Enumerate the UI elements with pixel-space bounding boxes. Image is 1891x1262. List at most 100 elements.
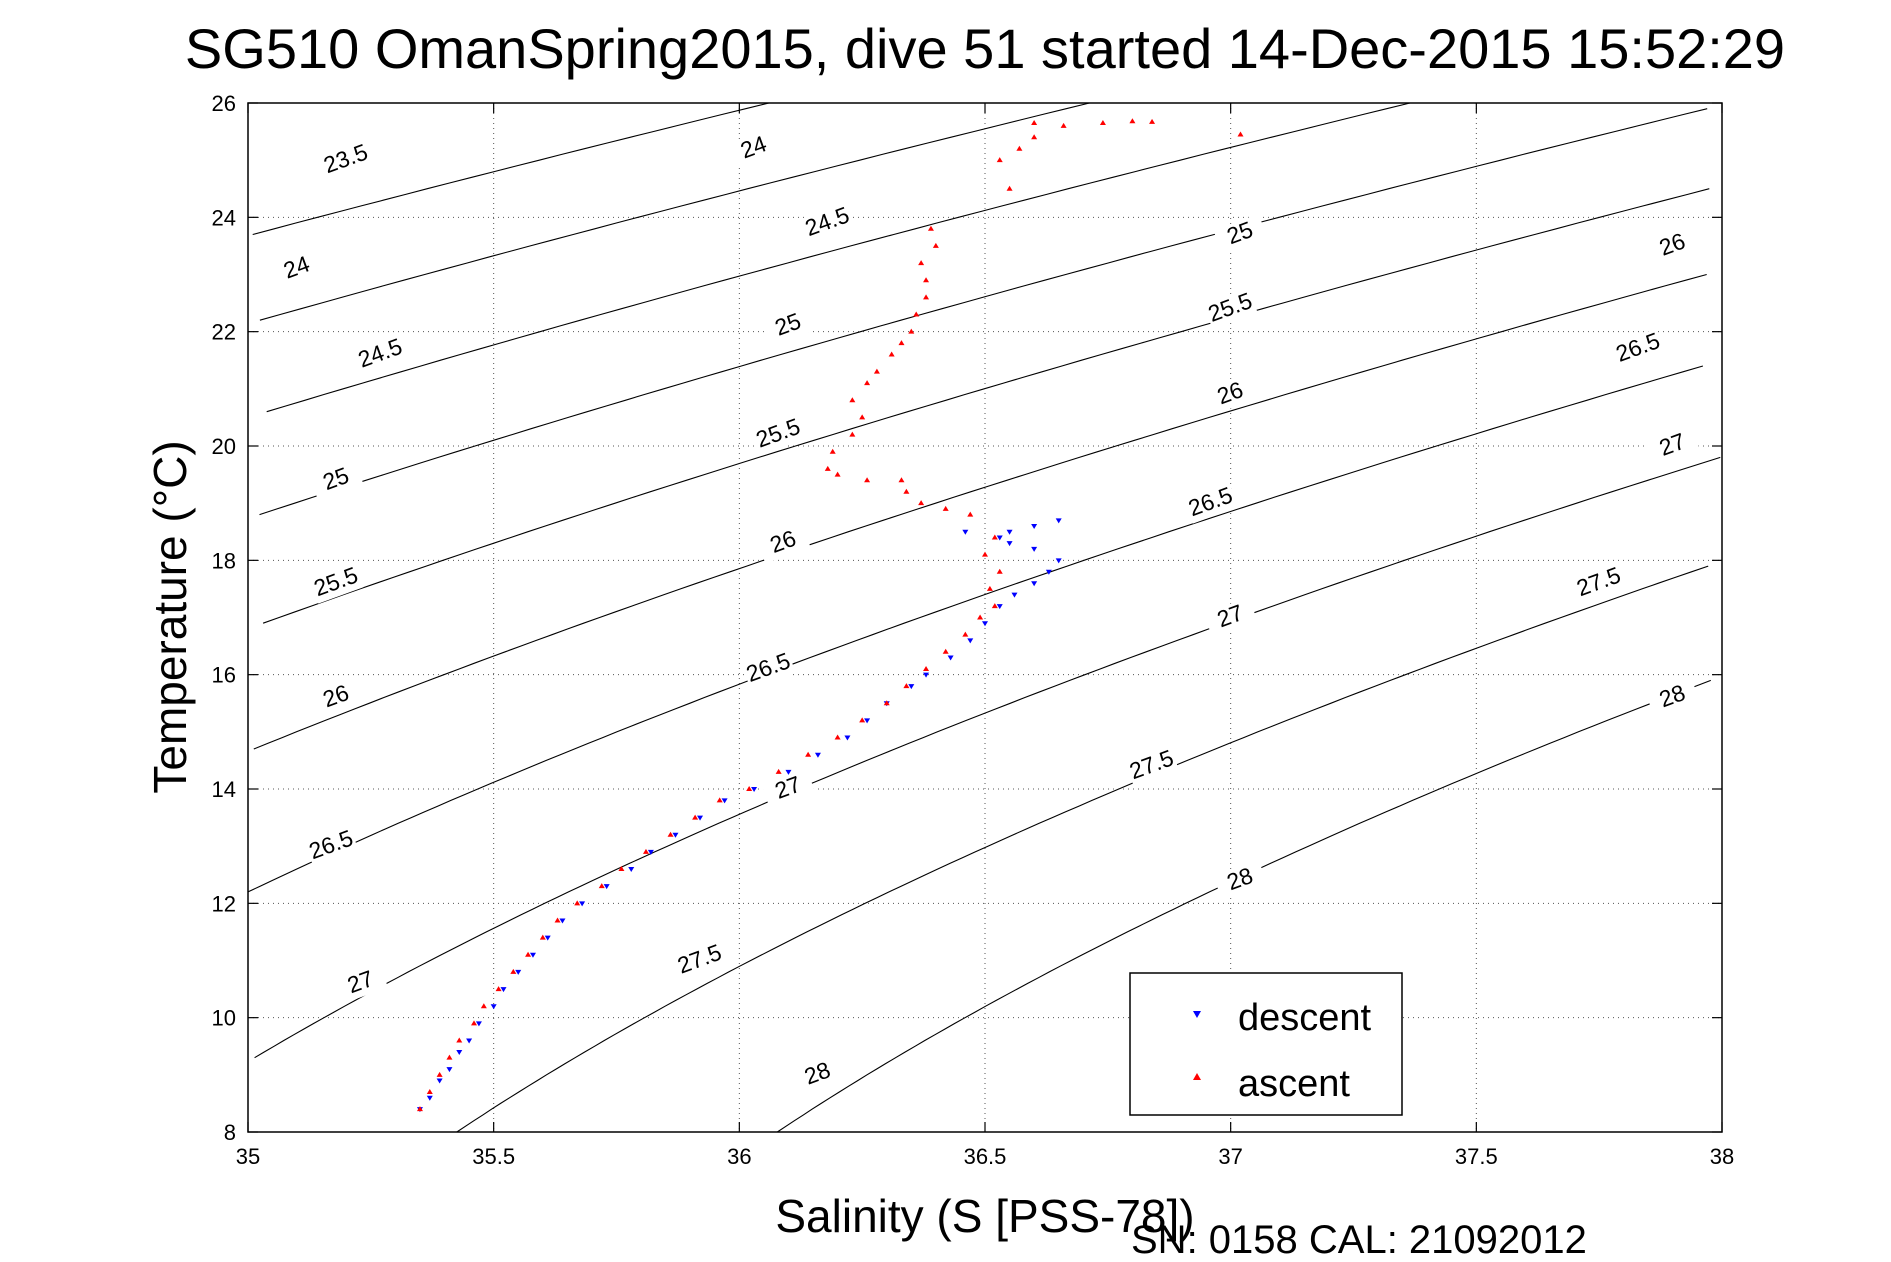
ascent-point	[554, 917, 561, 923]
ascent-point	[446, 1054, 453, 1060]
ascent-point	[996, 568, 1003, 574]
contour-label-backdrop	[1645, 677, 1700, 718]
ascent-point	[982, 551, 988, 557]
descent-point	[996, 604, 1003, 610]
plot-area	[248, 103, 1722, 1132]
ascent-point	[824, 465, 831, 471]
chart-title: SG510 OmanSpring2015, dive 51 started 14…	[185, 17, 1785, 80]
descent-point	[785, 769, 792, 775]
contour-label-backdrop	[1611, 328, 1666, 370]
contour-label-backdrop	[1203, 374, 1258, 415]
contour-label-backdrop	[353, 334, 408, 375]
ascent-point	[495, 986, 502, 992]
y-tick-label: 12	[212, 891, 236, 916]
ascent-point	[1031, 134, 1038, 140]
contour-label-backdrop	[1203, 597, 1258, 638]
descent-point	[923, 672, 930, 678]
descent-point	[967, 638, 974, 644]
contour-label-backdrop	[319, 139, 374, 181]
ascent-point	[923, 665, 930, 671]
ascent-point	[942, 505, 949, 511]
descent-point	[436, 1078, 443, 1084]
ascent-point	[834, 471, 841, 477]
ascent-point	[829, 448, 836, 454]
descent-point	[672, 832, 679, 838]
data-series	[416, 118, 1244, 1113]
x-tick-label: 37.5	[1455, 1144, 1498, 1169]
ascent-point	[1006, 185, 1013, 191]
density-contour-line	[259, 102, 1090, 321]
contour-label-backdrop	[1203, 288, 1258, 330]
legend-descent-marker-icon	[1193, 1011, 1201, 1018]
ascent-point	[923, 294, 930, 300]
ascent-point	[1031, 120, 1038, 126]
ascent-point	[859, 414, 866, 420]
y-tick-label: 14	[212, 777, 236, 802]
ascent-point	[426, 1088, 433, 1094]
descent-point	[947, 655, 954, 661]
contour-label-backdrop	[727, 128, 782, 170]
density-contour-line	[247, 365, 1704, 893]
ascent-point	[716, 797, 723, 803]
contour-label-backdrop	[1184, 482, 1239, 524]
ascent-point	[942, 648, 949, 654]
ascent-point	[525, 951, 532, 957]
density-contour-line	[259, 108, 1708, 516]
descent-point	[603, 884, 610, 890]
y-tick-label: 26	[212, 91, 236, 116]
y-tick-label: 16	[212, 663, 236, 688]
descent-point	[844, 735, 851, 741]
ascent-point	[1099, 120, 1106, 126]
descent-point	[1011, 592, 1018, 598]
descent-point	[721, 798, 728, 804]
contour-label-backdrop	[1213, 860, 1268, 901]
ascent-point	[864, 477, 871, 483]
contour-label-backdrop	[790, 1054, 845, 1096]
density-contour-line	[253, 273, 1707, 750]
density-contour-line	[254, 456, 1721, 1059]
descent-point	[515, 969, 522, 975]
contour-label-backdrop	[741, 648, 796, 690]
ascent-point	[986, 585, 993, 591]
ascent-point	[996, 157, 1003, 163]
series-descent	[416, 518, 1062, 1113]
x-tick-label: 36.5	[964, 1144, 1007, 1169]
descent-point	[628, 867, 635, 873]
descent-point	[1055, 558, 1062, 564]
grid	[248, 103, 1722, 1132]
legend-ascent-marker-icon	[1193, 1073, 1201, 1080]
ascent-point	[1237, 131, 1244, 137]
axis-ticks: 35 35.5 36 36.5 37 37.5 38 8 10 12 14 16 18 20 22 24 26	[212, 91, 1735, 1169]
y-tick-label: 18	[212, 548, 236, 573]
descent-point	[962, 529, 969, 535]
ascent-point	[436, 1071, 443, 1077]
ascent-point	[849, 431, 856, 437]
legend: descent ascent	[1129, 972, 1403, 1116]
descent-point	[466, 1038, 473, 1044]
descent-point	[1006, 541, 1013, 547]
ascent-point	[927, 225, 934, 231]
ascent-point	[908, 328, 915, 334]
ascent-point	[923, 277, 930, 283]
contour-label-backdrop	[800, 202, 855, 244]
descent-point	[1031, 524, 1038, 530]
contour-label-backdrop	[761, 768, 816, 810]
contour-label-backdrop	[1645, 225, 1700, 267]
descent-point	[559, 918, 566, 924]
descent-point	[864, 718, 871, 724]
x-tick-label: 37	[1218, 1144, 1242, 1169]
series-ascent	[416, 118, 1244, 1112]
ascent-point	[903, 488, 910, 494]
ascent-point	[913, 311, 920, 317]
ascent-point	[775, 768, 782, 774]
ascent-point	[692, 814, 699, 820]
contour-label-backdrop	[309, 562, 364, 604]
ascent-point	[864, 380, 871, 386]
y-tick-label: 22	[212, 320, 236, 345]
ascent-point	[888, 351, 895, 357]
descent-point	[456, 1049, 463, 1055]
x-tick-label: 35	[236, 1144, 260, 1169]
ascent-point	[1149, 118, 1156, 124]
descent-point	[751, 787, 758, 792]
ascent-point	[898, 477, 905, 483]
